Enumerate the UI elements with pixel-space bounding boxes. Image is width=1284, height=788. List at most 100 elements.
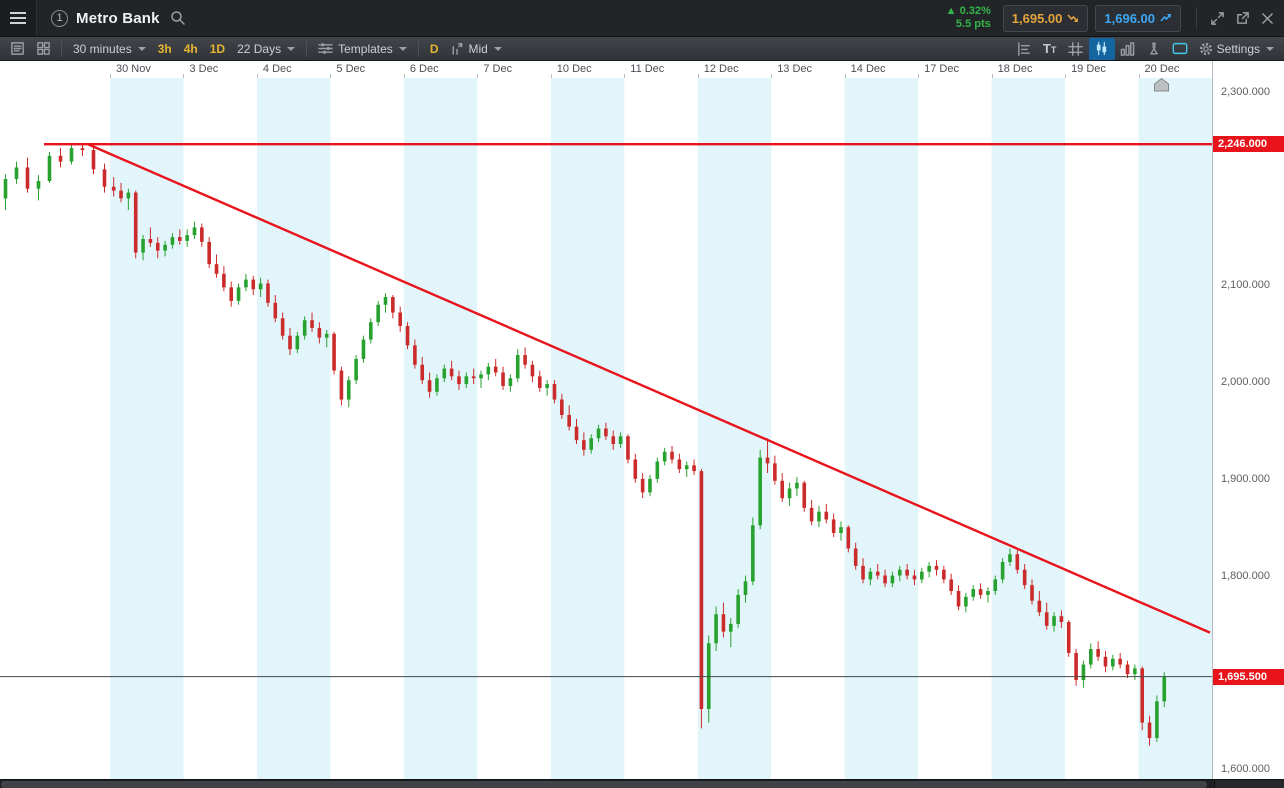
date-label: 20 Dec — [1144, 63, 1180, 75]
text-tool-icon: TT — [1042, 40, 1057, 56]
chevron-down-icon — [493, 46, 502, 51]
date-tick — [771, 74, 773, 78]
price-basis-icon — [453, 43, 463, 55]
price-badge: 2,246.000 — [1213, 136, 1284, 153]
date-tick — [624, 74, 626, 78]
candlestick-type-button[interactable] — [1088, 37, 1115, 60]
change-points: 5.5 pts — [955, 18, 991, 30]
trendline[interactable] — [87, 143, 1211, 634]
templates-dropdown[interactable]: Templates — [312, 38, 413, 60]
indicators-button[interactable] — [1141, 38, 1167, 60]
trend-up-icon — [1160, 14, 1171, 22]
search-button[interactable] — [170, 10, 186, 26]
scroll-marker-icon[interactable] — [1154, 78, 1170, 92]
popout-window-button[interactable] — [1230, 6, 1255, 31]
rectangle-tool-icon — [1172, 42, 1188, 55]
date-label: 11 Dec — [630, 63, 665, 75]
instrument-title: Metro Bank — [76, 9, 160, 27]
chart-toolbar: 30 minutes 3h 4h 1D 22 Days Templates D — [0, 37, 1284, 61]
date-label: 18 Dec — [997, 63, 1033, 75]
date-tick — [1138, 74, 1140, 78]
sell-price-button[interactable]: 1,695.00 — [1002, 4, 1089, 32]
text-annotation-button[interactable]: TT — [1037, 38, 1063, 60]
price-tick-label: 1,600.000 — [1221, 762, 1270, 775]
price-tick-label: 1,800.000 — [1221, 569, 1270, 582]
chevron-down-icon — [1266, 46, 1274, 51]
price-tick-label: 2,000.000 — [1221, 376, 1270, 389]
interval-label: 30 minutes — [73, 41, 132, 56]
chevron-down-icon — [398, 46, 407, 51]
range-label: 22 Days — [237, 41, 282, 56]
price-scale-icon — [1018, 41, 1030, 56]
date-label: 14 Dec — [850, 63, 886, 75]
layout-button[interactable] — [30, 38, 56, 60]
interval-4h-button[interactable]: 4h — [183, 41, 198, 56]
price-basis-label: Mid — [468, 41, 488, 56]
diagonal-arrows-icon — [1211, 11, 1224, 25]
bar-chart-icon — [1120, 41, 1135, 56]
date-label: 17 Dec — [924, 63, 959, 75]
change-indicator: ▲ 0.32% 5.5 pts — [946, 5, 991, 31]
candlestick-chart[interactable] — [0, 78, 1212, 779]
date-label: 5 Dec — [336, 63, 366, 75]
grid-toggle-button[interactable] — [1063, 38, 1089, 60]
price-basis-dropdown[interactable]: Mid — [444, 38, 507, 60]
date-axis[interactable]: 30 Nov 3 Dec 4 Dec 5 Dec 6 Dec 7 Dec 10 Dec 11 … — [0, 61, 1284, 78]
candlestick-chart-icon — [1096, 41, 1107, 56]
change-percent: ▲ 0.32% — [945, 5, 991, 17]
date-tick — [330, 74, 332, 78]
interval-dropdown[interactable]: 30 minutes — [67, 38, 152, 60]
drawing-tool-button[interactable] — [1167, 38, 1193, 60]
resize-window-button[interactable] — [1205, 6, 1230, 31]
settings-label: Settings — [1216, 41, 1260, 56]
date-tick — [256, 74, 258, 78]
date-label: 6 Dec — [409, 63, 439, 75]
date-label: 19 Dec — [1071, 63, 1106, 75]
templates-sliders-icon — [318, 43, 333, 54]
sell-price: 1,695.00 — [1011, 10, 1063, 26]
horizontal-scrollbar[interactable] — [0, 779, 1284, 788]
date-tick — [183, 74, 185, 78]
date-tick — [403, 74, 405, 78]
date-tick — [550, 74, 552, 78]
range-dropdown[interactable]: 22 Days — [231, 38, 301, 60]
bar-chart-type-button[interactable] — [1115, 38, 1141, 60]
candles — [3, 144, 1167, 746]
instrument-number: 1 — [56, 12, 63, 24]
date-tick — [697, 74, 699, 78]
flask-icon — [1149, 42, 1158, 54]
buy-price-button[interactable]: 1,696.00 — [1095, 4, 1181, 32]
topbar-separator — [1196, 7, 1197, 29]
scrollbar-handle[interactable] — [1, 781, 1207, 788]
date-tick — [991, 74, 993, 78]
date-tick — [110, 74, 111, 78]
trend-down-icon — [1067, 14, 1079, 22]
hamburger-menu-button[interactable] — [0, 0, 37, 36]
up-arrow-icon: ▲ — [945, 5, 957, 17]
scrollbar-corner — [1214, 780, 1284, 788]
price-axis[interactable]: 2,300.000 2,100.000 2,000.000 1,900.000 1,80… — [1212, 61, 1284, 779]
close-icon — [1262, 12, 1273, 24]
price-tick-label: 2,100.000 — [1221, 279, 1270, 292]
price-scale-button[interactable] — [1011, 38, 1037, 60]
day-interval-button[interactable]: D — [429, 41, 439, 56]
search-icon — [170, 11, 185, 25]
buy-price: 1,696.00 — [1104, 10, 1155, 26]
date-tick — [844, 74, 846, 78]
topbar: 1 Metro Bank ▲ 0.32% 5.5 pts 1,695.00 — [0, 0, 1284, 37]
toolbar-right-group: TT — [1011, 37, 1280, 60]
close-button[interactable] — [1255, 6, 1280, 31]
gear-icon — [1199, 42, 1212, 55]
interval-3h-button[interactable]: 3h — [157, 41, 172, 56]
news-icon — [10, 42, 24, 55]
chevron-down-icon — [137, 46, 146, 51]
interval-1d-button[interactable]: 1D — [209, 41, 226, 56]
settings-dropdown[interactable]: Settings — [1193, 38, 1280, 60]
toolbar-separator — [61, 40, 62, 57]
news-panel-button[interactable] — [4, 38, 30, 60]
date-label: 7 Dec — [483, 63, 513, 75]
price-tick-label: 1,900.000 — [1221, 472, 1270, 485]
chevron-down-icon — [287, 46, 296, 51]
date-tick — [1065, 74, 1067, 78]
